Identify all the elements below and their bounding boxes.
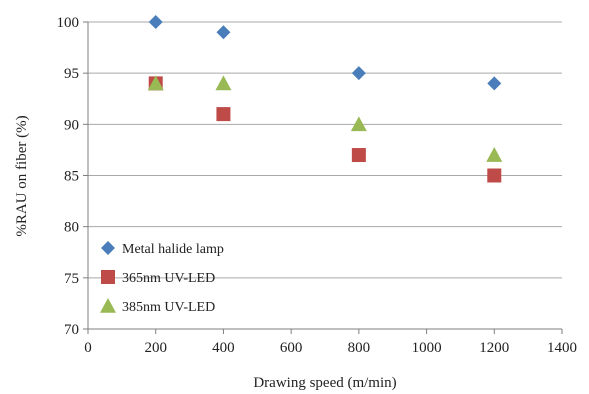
data-point-3-2 <box>215 75 232 91</box>
y-tick-label-85: 85 <box>64 169 79 185</box>
data-point-2-4 <box>487 168 502 183</box>
x-tick-label-1000: 1000 <box>412 340 442 356</box>
data-points <box>147 15 503 183</box>
data-point-3-3 <box>350 116 367 132</box>
data-point-2-3 <box>351 148 366 163</box>
x-tick-label-200: 200 <box>144 340 167 356</box>
x-tick-label-1200: 1200 <box>479 340 509 356</box>
y-tick-label-95: 95 <box>64 66 79 82</box>
legend-marker-2 <box>101 270 115 284</box>
data-point-1-2 <box>216 25 231 40</box>
axes <box>83 21 563 334</box>
gridlines <box>88 21 562 279</box>
legend-marker-1 <box>101 241 115 255</box>
x-tick-label-1400: 1400 <box>547 340 577 356</box>
x-tick-label-0: 0 <box>84 340 92 356</box>
y-tick-labels: 70 75 80 85 90 95 100 <box>57 15 80 338</box>
data-point-3-4 <box>486 147 503 162</box>
y-tick-label-75: 75 <box>64 271 79 287</box>
legend-label-1: Metal halide lamp <box>122 242 224 257</box>
data-point-1-3 <box>351 66 366 81</box>
legend-label-2: 365nm UV-LED <box>122 271 215 286</box>
y-tick-label-70: 70 <box>64 322 79 338</box>
y-tick-label-90: 90 <box>64 117 79 133</box>
y-tick-label-80: 80 <box>64 220 79 236</box>
x-tick-label-400: 400 <box>212 340 235 356</box>
data-point-1-1 <box>148 15 163 29</box>
y-axis-title: %RAU on fiber (%) <box>14 115 30 236</box>
x-tick-labels: 0 200 400 600 800 1000 1200 1400 <box>84 340 577 356</box>
data-point-2-2 <box>216 107 231 122</box>
x-tick-label-800: 800 <box>348 340 371 356</box>
data-point-3-1 <box>147 75 164 91</box>
legend: Metal halide lamp 365nm UV-LED 385nm UV-LE… <box>100 241 224 315</box>
x-tick-label-600: 600 <box>280 340 303 356</box>
legend-label-3: 385nm UV-LED <box>122 300 215 315</box>
data-point-1-4 <box>487 76 502 91</box>
legend-marker-3 <box>100 298 116 313</box>
y-tick-label-100: 100 <box>57 15 80 31</box>
x-axis-title: Drawing speed (m/min) <box>253 375 396 391</box>
